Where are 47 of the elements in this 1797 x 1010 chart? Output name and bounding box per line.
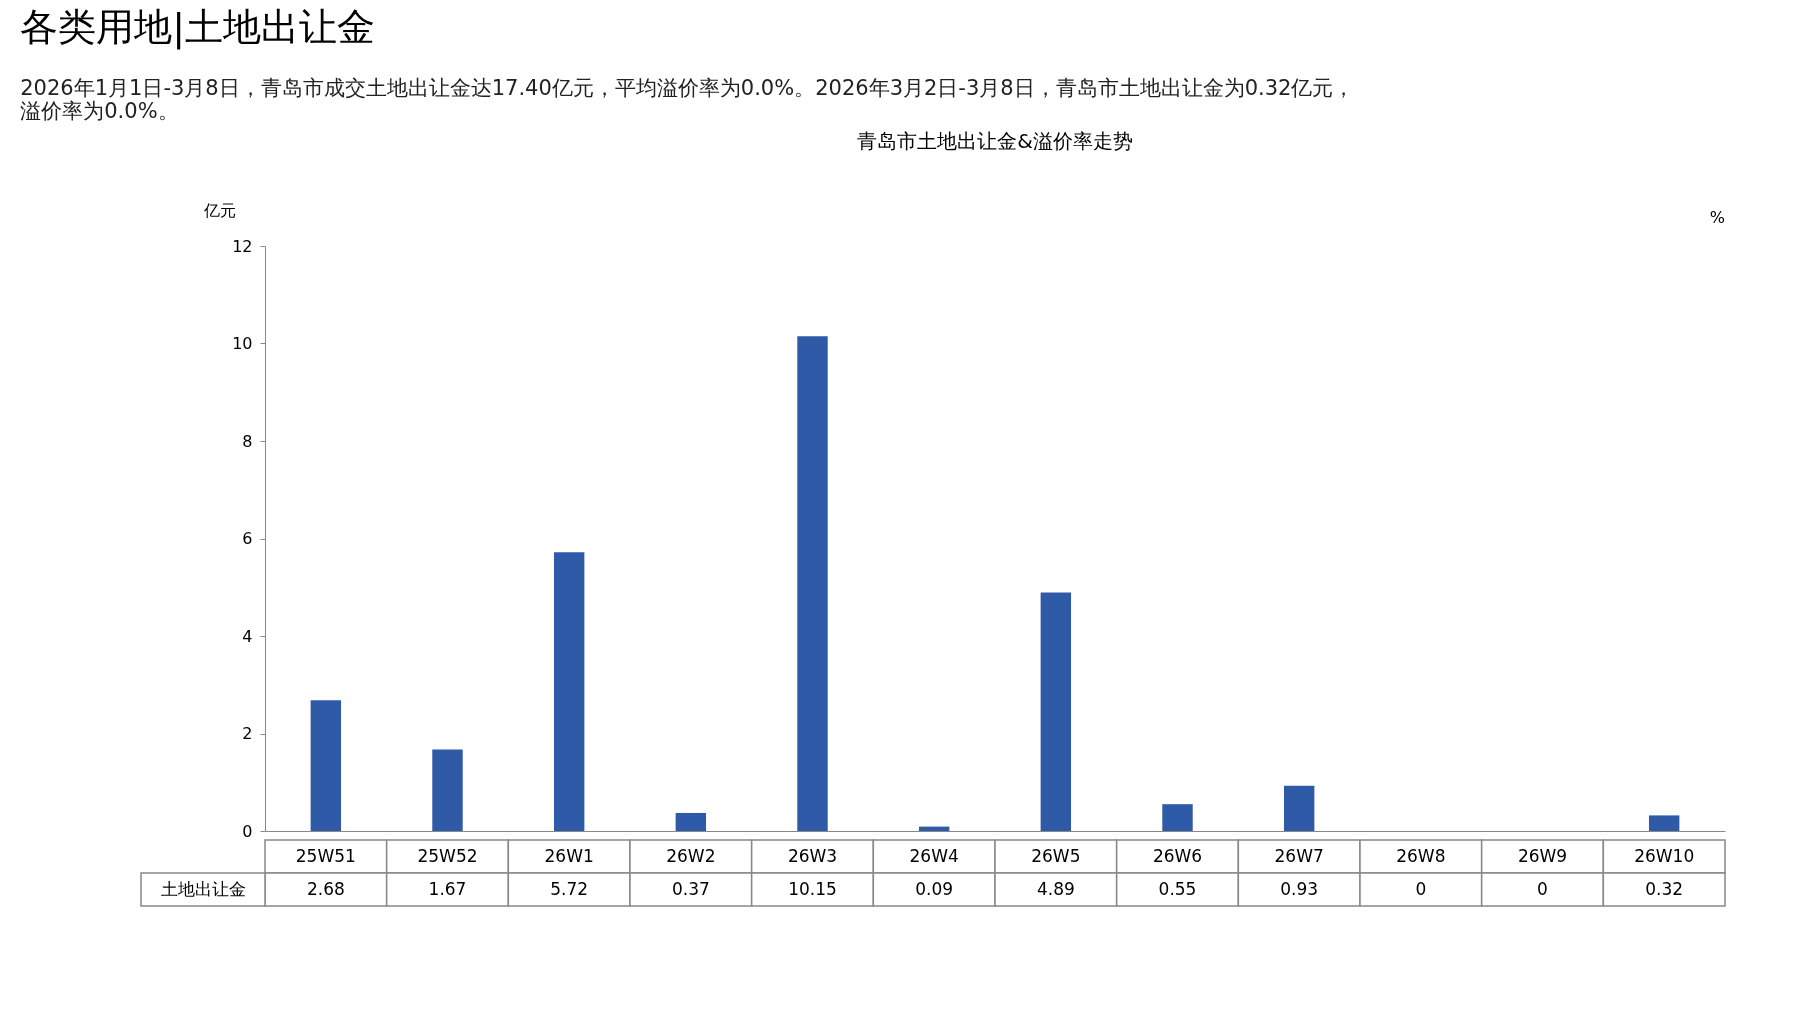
data-label: 10.15: [788, 878, 837, 899]
chart-title: 各类用地|土地出让金: [20, 5, 376, 50]
x-tick-label: 26W3: [787, 845, 838, 866]
bar: [918, 826, 950, 831]
bar: [1162, 804, 1193, 831]
y-axis-title: 亿元: [202, 200, 236, 220]
text: 青岛市土地出让金&溢价率走势: [857, 129, 1133, 153]
y-tick-label: 12: [232, 236, 253, 256]
x-tick-label: 26W4: [909, 845, 959, 866]
bar: [432, 749, 463, 831]
bar: [1040, 592, 1072, 831]
x-tick-label: 26W2: [666, 845, 716, 866]
data-label: 0.55: [1158, 878, 1197, 899]
data-label: 0: [1537, 878, 1548, 899]
x-tick-label: 26W10: [1634, 845, 1695, 866]
bar: [553, 552, 585, 831]
data-label: 0.32: [1645, 878, 1684, 899]
y-tick-label: 10: [232, 334, 253, 353]
y-tick-label: 6: [242, 529, 253, 548]
bar: [1648, 815, 1680, 831]
y-tick-label: 0: [242, 821, 253, 841]
x-tick-label: 26W7: [1274, 845, 1324, 866]
x-tick-label: 25W52: [417, 845, 478, 866]
x-tick-label: 26W8: [1396, 845, 1446, 866]
x-tick-label: 26W1: [544, 845, 594, 866]
data-label: 1.67: [428, 878, 467, 899]
data-label: 2.68: [306, 878, 345, 899]
y-tick-label: 4: [242, 626, 253, 646]
data-label: 5.72: [550, 878, 589, 899]
data-label: 0.93: [1280, 878, 1319, 899]
data-label: 0.09: [915, 878, 954, 899]
y-tick-label: 2: [242, 724, 253, 743]
x-tick-label: 26W6: [1152, 845, 1203, 866]
y2-axis-title: %: [1709, 208, 1725, 227]
x-tick-label: 26W9: [1517, 845, 1568, 866]
bar: [310, 700, 342, 831]
data-label: 0: [1415, 878, 1427, 899]
data-label: 0.37: [671, 878, 710, 899]
chart-subtitle: 2026年1月1日-3月8日，青岛市成交土地出让金达17.40亿元，平均溢价率为0.0%。2026年3月2日-3月8日，青岛市土地出让金为0.32亿元，溢价率为0.0%。: [20, 76, 1355, 123]
y-tick-label: 8: [242, 431, 253, 451]
bar: [675, 812, 707, 831]
text: 土地出让金: [160, 878, 246, 899]
bar: [797, 336, 828, 831]
bar: [1283, 785, 1315, 831]
x-tick-label: 25W51: [295, 845, 356, 866]
x-tick-label: 26W5: [1031, 845, 1081, 866]
data-label: 4.89: [1036, 878, 1075, 899]
